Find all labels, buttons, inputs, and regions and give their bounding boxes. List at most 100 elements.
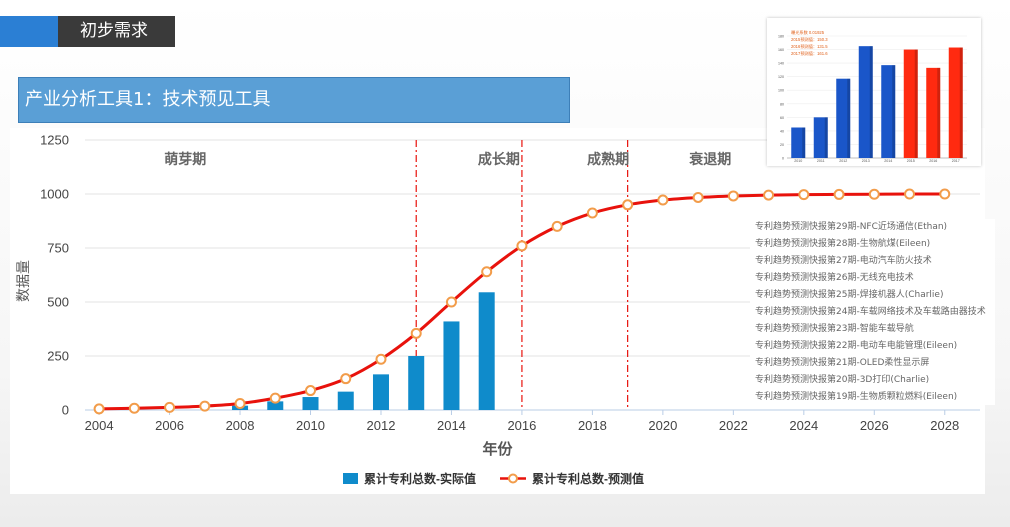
inset-bar-shade-2015: [914, 49, 918, 158]
x-axis-title: 年份: [482, 440, 513, 458]
inset-y-tick-label: 180: [778, 35, 784, 39]
inset-legend-line: 2015预测值：150.3: [791, 36, 828, 43]
phase-label: 衰退期: [688, 151, 731, 167]
forecast-point-2028: [939, 188, 951, 200]
report-list: 专利趋势预测快报第29期-NFC近场通信(Ethan) 专利趋势预测快报第28期-…: [750, 219, 995, 406]
y-tick-label: 1250: [40, 133, 69, 148]
inset-bar-shade-2011: [824, 117, 828, 158]
forecast-point-2012: [375, 353, 387, 365]
inset-bar-shade-2010: [802, 127, 806, 158]
phase-label: 萌芽期: [164, 151, 206, 167]
forecast-point-2013: [410, 327, 422, 339]
inset-x-tick-label: 2012: [839, 159, 847, 163]
section-label: 初步需求: [58, 16, 175, 47]
y-tick-label: 0: [62, 403, 69, 418]
x-tick-label: 2010: [296, 418, 325, 433]
report-list-panel: 专利趋势预测快报第29期-NFC近场通信(Ethan) 专利趋势预测快报第28期-…: [750, 219, 995, 405]
inset-bar-shade-2013: [869, 46, 873, 158]
inset-bar-shade-2017: [959, 47, 963, 158]
forecast-point-2024: [798, 189, 810, 201]
forecast-point-2014: [445, 296, 457, 308]
x-tick-label: 2008: [226, 418, 255, 433]
inset-x-tick-label: 2011: [817, 159, 825, 163]
inset-y-tick-label: 60: [780, 116, 784, 120]
inset-bar-shade-2016: [937, 67, 941, 158]
inset-y-tick-label: 80: [780, 102, 784, 106]
bar-actual-2009: [267, 401, 284, 410]
inset-bar-2014: [881, 65, 896, 158]
y-tick-label: 1000: [40, 187, 69, 202]
header-accent-bar: [0, 16, 58, 47]
inset-y-tick-label: 140: [778, 62, 784, 66]
report-item[interactable]: 专利趋势预测快报第23期-智能车载导航: [755, 324, 914, 334]
forecast-point-2023: [763, 189, 775, 201]
forecast-point-2017: [551, 220, 563, 232]
report-item[interactable]: 专利趋势预测快报第20期-3D打印(Charlie): [755, 375, 930, 385]
inset-legend-line: 曝光系数 0.01925: [791, 29, 825, 36]
report-item[interactable]: 专利趋势预测快报第19期-生物质颗粒燃料(Eileen): [755, 392, 958, 402]
report-item[interactable]: 专利趋势预测快报第25期-焊接机器人(Charlie): [755, 290, 944, 300]
inset-legend-line: 2017预测值：161.6: [791, 50, 828, 57]
forecast-point-2007: [199, 400, 211, 412]
x-tick-label: 2026: [860, 418, 889, 433]
inset-x-tick-label: 2017: [952, 159, 960, 163]
x-tick-label: 2018: [578, 418, 607, 433]
inset-chart: 0 20 40 60 80 100 120 140 160 180 2010 2011 2012 2013…: [778, 29, 967, 163]
report-item[interactable]: 专利趋势预测快报第29期-NFC近场通信(Ethan): [755, 222, 948, 232]
bar-actual-2011: [337, 391, 354, 410]
x-tick-label: 2024: [789, 418, 818, 433]
forecast-point-2006: [164, 401, 176, 413]
report-item[interactable]: 专利趋势预测快报第22期-电动车电能管理(Eileen): [755, 341, 958, 351]
inset-y-tick-label: 100: [778, 89, 784, 93]
legend-label-actual: 累计专利总数-实际值: [364, 471, 476, 486]
y-tick-label: 750: [47, 241, 69, 256]
forecast-point-2022: [727, 190, 739, 202]
report-item[interactable]: 专利趋势预测快报第21期-OLED柔性显示屏: [755, 358, 930, 368]
legend-swatch-forecast-dot: [508, 473, 518, 484]
forecast-point-2004: [93, 403, 105, 415]
forecast-point-2016: [516, 240, 528, 252]
x-tick-label: 2012: [367, 418, 396, 433]
report-item[interactable]: 专利趋势预测快报第27期-电动汽车防火技术: [755, 256, 932, 266]
y-axis-title: 数据量: [15, 260, 31, 302]
forecast-point-2010: [305, 385, 317, 397]
inset-bar-2015: [903, 49, 918, 158]
phase-label: 成熟期: [587, 151, 629, 167]
y-tick-label: 250: [47, 349, 69, 364]
inset-y-tick-label: 0: [782, 157, 784, 161]
forecast-point-2021: [692, 191, 704, 203]
inset-y-tick-label: 120: [778, 75, 784, 79]
report-item[interactable]: 专利趋势预测快报第24期-车载网络技术及车载路由器技术: [755, 307, 986, 317]
y-tick-label: 500: [47, 295, 69, 310]
inset-y-tick-label: 20: [780, 143, 784, 147]
inset-chart-panel: 0 20 40 60 80 100 120 140 160 180 2010 2011 2012 2013…: [767, 18, 981, 166]
inset-bar-2012: [836, 78, 851, 158]
x-tick-label: 2028: [930, 418, 959, 433]
x-tick-label: 2016: [507, 418, 536, 433]
page-title: 产业分析工具1：技术预见工具: [18, 77, 570, 123]
phase-label: 成长期: [478, 151, 520, 167]
inset-bar-2011: [813, 117, 828, 158]
forecast-point-2025: [833, 188, 845, 200]
forecast-point-2019: [622, 199, 634, 211]
report-item[interactable]: 专利趋势预测快报第28期-生物航煤(Eileen): [755, 239, 931, 249]
inset-bar-shade-2014: [892, 65, 896, 158]
x-tick-label: 2006: [155, 418, 184, 433]
bar-actual-2015: [478, 292, 495, 410]
legend-swatch-actual: [343, 473, 358, 484]
report-item[interactable]: 专利趋势预测快报第26期-无线充电技术: [755, 273, 914, 283]
forecast-point-2020: [657, 194, 669, 206]
forecast-point-2009: [269, 392, 281, 404]
inset-x-tick-label: 2010: [794, 159, 802, 163]
x-tick-label: 2004: [85, 418, 114, 433]
inset-bar-2017: [948, 47, 963, 158]
forecast-point-2026: [868, 188, 880, 200]
forecast-point-2008: [234, 398, 246, 410]
forecast-point-2018: [586, 207, 598, 219]
bar-actual-2013: [408, 356, 425, 410]
inset-x-tick-label: 2014: [884, 159, 892, 163]
legend-label-forecast: 累计专利总数-预测值: [532, 471, 644, 486]
inset-legend-line: 2016预测值：131.5: [791, 43, 828, 50]
inset-x-tick-label: 2016: [929, 159, 937, 163]
x-tick-label: 2022: [719, 418, 748, 433]
